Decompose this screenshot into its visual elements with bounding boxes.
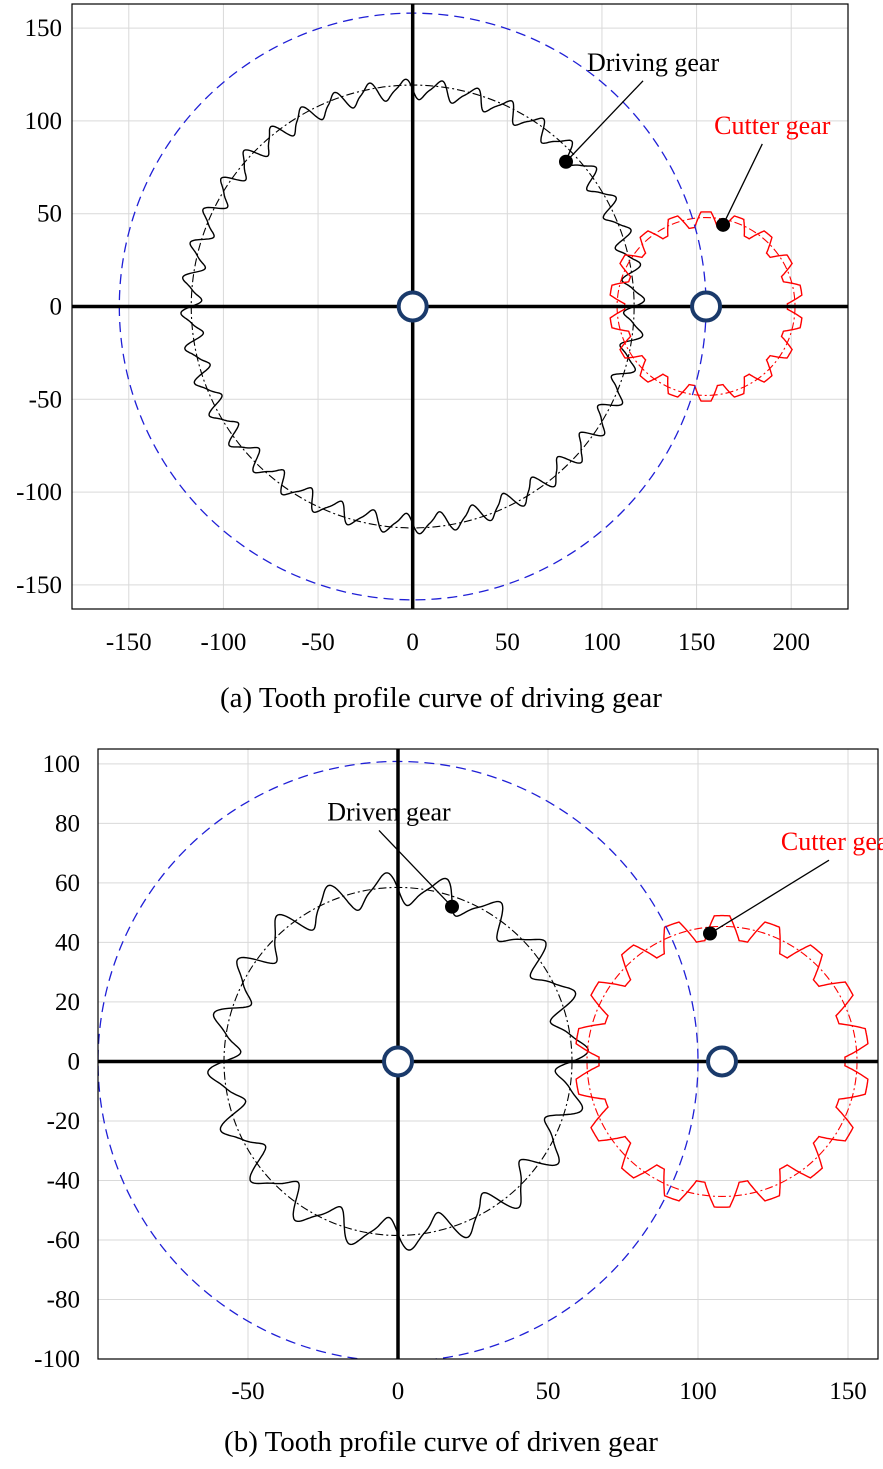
y-tick-label: 40	[55, 929, 80, 956]
x-tick-label: 100	[679, 1378, 717, 1405]
y-tick-label: 20	[55, 989, 80, 1016]
annotation-dot	[558, 154, 573, 169]
figure-a: -150 -100 -50 0 50 100 150 200 -150 -100 -50 0 50 100…	[0, 0, 883, 730]
annotation-leader	[565, 80, 644, 163]
y-tick-label: 100	[43, 751, 81, 778]
x-tick-label: -50	[301, 629, 334, 656]
annotation-leader	[722, 143, 763, 226]
plot-area	[98, 749, 878, 1359]
annotation-dot	[445, 899, 459, 914]
y-tick-label: 0	[68, 1048, 81, 1075]
y-tick-label: -60	[47, 1227, 80, 1254]
chart-b-svg: -50 0 50 100 150 -100 -80 -60 -40 -20 0 20 40 60 80 100…	[34, 748, 883, 1458]
y-tick-label: -100	[34, 1346, 80, 1373]
chart-caption: (b) Tooth profile curve of driven gear	[224, 1426, 658, 1458]
annotation-dot	[703, 926, 717, 941]
x-tick-label: -150	[106, 629, 152, 656]
chart-caption: (a) Tooth profile curve of driving gear	[220, 682, 662, 714]
gear-center-marker	[706, 1045, 738, 1078]
x-tick-label: 50	[495, 629, 520, 656]
x-tick-label: 150	[829, 1378, 867, 1405]
y-tick-label: 0	[50, 294, 63, 321]
y-tick-label: 80	[55, 810, 80, 837]
annotation-label: Cutter gear	[781, 827, 883, 856]
annotation-label: Driven gear	[327, 797, 451, 826]
y-tick-label: -100	[16, 479, 62, 506]
y-tick-label: 60	[55, 870, 80, 897]
annotation-leader	[709, 859, 830, 935]
annotation-dot	[716, 217, 731, 232]
plot-area	[72, 4, 848, 609]
y-tick-label: 50	[37, 201, 62, 228]
gear-center-marker	[382, 1045, 414, 1078]
gear-center-marker	[396, 290, 429, 323]
annotation-label: Cutter gear	[714, 111, 831, 140]
x-tick-label: 100	[583, 629, 621, 656]
y-tick-label: -20	[47, 1108, 80, 1135]
y-tick-label: -40	[47, 1167, 80, 1194]
x-tick-label: -50	[231, 1378, 264, 1405]
x-tick-label: -100	[201, 629, 247, 656]
y-tick-label: -80	[47, 1286, 80, 1313]
x-tick-label: 0	[406, 629, 419, 656]
annotation-label: Driving gear	[587, 48, 719, 77]
x-tick-label: 0	[392, 1378, 405, 1405]
y-tick-label: -50	[29, 386, 62, 413]
plot-frame	[97, 748, 879, 1360]
x-tick-label: 150	[678, 629, 716, 656]
x-tick-label: 200	[772, 629, 810, 656]
plot-frame	[71, 3, 849, 610]
y-tick-label: 150	[25, 15, 63, 42]
figure-b: -50 0 50 100 150 -100 -80 -60 -40 -20 0 20 40 60 80 100…	[0, 735, 883, 1469]
chart-a-svg: -150 -100 -50 0 50 100 150 200 -150 -100 -50 0 50 100…	[16, 3, 849, 714]
gear-center-marker	[690, 290, 723, 323]
annotation-leader	[378, 829, 453, 908]
y-tick-label: 100	[25, 108, 63, 135]
x-tick-label: 50	[536, 1378, 561, 1405]
y-tick-label: -150	[16, 572, 62, 599]
